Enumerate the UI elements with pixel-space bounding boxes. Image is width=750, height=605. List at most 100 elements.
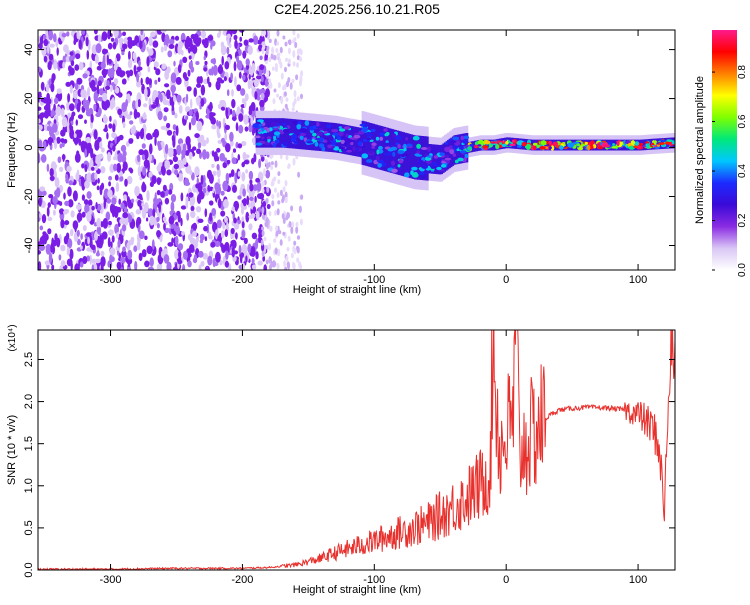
noise-blotch [235,204,238,211]
noise-blotch [62,61,66,69]
ridge-band [382,126,385,171]
noise-blotch [231,116,237,121]
noise-blotch [286,247,290,252]
noise-blotch [243,237,248,245]
noise-blotch [81,211,86,218]
noise-blotch [87,236,90,245]
noise-blotch [74,222,77,233]
noise-blotch [63,138,68,144]
noise-blotch [197,137,204,143]
noise-blotch [154,192,157,204]
noise-blotch [274,210,277,216]
noise-blotch [213,151,218,162]
noise-blotch [202,149,207,160]
noise-blotch [195,183,200,189]
noise-blotch [212,57,216,65]
noise-blotch [238,113,244,122]
noise-blotch [203,37,209,49]
noise-blotch [280,72,284,80]
noise-blotch [70,210,75,218]
ridge-blotch [658,142,665,145]
noise-blotch [241,229,246,239]
noise-blotch [268,256,272,264]
noise-blotch [136,112,141,118]
ridge-blotch [552,141,558,147]
noise-blotch [164,143,169,155]
noise-blotch [215,251,221,263]
ridge-band [383,126,386,171]
noise-blotch [296,48,300,56]
noise-blotch [261,206,265,214]
noise-blotch [241,98,245,104]
noise-blotch [117,152,123,163]
noise-blotch [139,128,145,140]
noise-blotch [191,116,196,126]
noise-blotch [156,230,161,238]
noise-blotch [38,261,42,270]
noise-blotch [55,187,61,198]
noise-blotch [227,36,230,46]
noise-blotch [49,175,55,181]
noise-blotch [245,169,249,174]
noise-blotch [198,250,204,258]
ridge-blotch [665,141,671,145]
noise-blotch [256,182,262,192]
noise-blotch [103,198,107,210]
noise-blotch [295,74,299,81]
noise-blotch [93,91,98,103]
noise-blotch [204,267,209,270]
noise-blotch [67,199,74,208]
noise-blotch [122,212,129,219]
noise-blotch [188,151,193,160]
ridge-blotch [282,122,287,126]
noise-blotch [155,198,162,203]
noise-blotch [94,172,98,180]
noise-blotch [60,260,66,267]
ridge-band [361,120,364,165]
noise-blotch [124,215,129,226]
noise-blotch [86,172,92,183]
noise-blotch [115,232,120,239]
ridge-band [296,119,299,149]
noise-blotch [257,260,263,266]
noise-blotch [121,51,125,56]
noise-blotch [123,37,129,45]
noise-blotch [69,55,72,63]
noise-blotch [175,76,182,85]
noise-blotch [196,121,203,132]
noise-blotch [85,36,89,47]
noise-blotch [193,87,197,97]
noise-blotch [104,49,108,54]
noise-blotch [250,116,254,127]
noise-blotch [69,67,75,76]
noise-blotch [230,240,237,245]
noise-blotch [250,246,256,258]
noise-blotch [200,30,207,39]
ridge-blotch [299,128,307,133]
ridge-blotch [484,140,491,145]
ridge-blotch [616,140,620,146]
noise-blotch [119,175,124,182]
noise-blotch [207,35,214,41]
noise-blotch [60,219,65,229]
noise-blotch [185,106,191,113]
ridge-blotch [631,140,635,146]
noise-blotch [178,251,182,259]
noise-blotch [166,122,171,129]
noise-blotch [222,162,228,169]
noise-blotch [137,99,141,108]
ridge-blotch [426,155,433,158]
noise-blotch [185,115,189,121]
noise-blotch [295,155,299,160]
ridge-blotch [379,136,384,141]
ridge-band [269,118,273,148]
noise-blotch [238,124,244,134]
noise-blotch [199,233,205,241]
noise-blotch [255,210,260,221]
ridge-blotch [449,149,455,155]
noise-blotch [266,203,271,210]
noise-blotch [71,111,76,117]
noise-blotch [163,115,168,122]
ridge-band [412,134,415,179]
